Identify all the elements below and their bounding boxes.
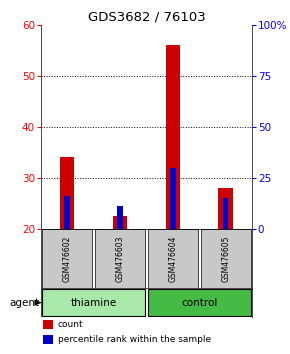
Bar (42, 229, 92, 288)
Bar (117, 206, 123, 229)
Bar (218, 188, 233, 229)
Bar (42, 289, 145, 316)
Bar (43, 335, 53, 344)
Bar (95, 229, 145, 288)
Text: GSM476603: GSM476603 (115, 235, 124, 281)
Bar (64, 196, 70, 229)
Text: GSM476605: GSM476605 (221, 235, 230, 281)
Bar (43, 320, 53, 329)
Bar (166, 45, 180, 229)
Bar (113, 216, 127, 229)
Bar (148, 289, 251, 316)
Text: count: count (57, 320, 83, 329)
Bar (170, 167, 175, 229)
Bar (201, 229, 251, 288)
Text: control: control (181, 298, 218, 308)
Bar (148, 229, 198, 288)
Title: GDS3682 / 76103: GDS3682 / 76103 (88, 11, 205, 24)
Text: agent: agent (9, 298, 39, 308)
Text: thiamine: thiamine (70, 298, 117, 308)
Text: GSM476602: GSM476602 (63, 235, 72, 281)
Bar (60, 158, 75, 229)
Bar (223, 198, 229, 229)
Text: percentile rank within the sample: percentile rank within the sample (57, 335, 211, 344)
Text: GSM476604: GSM476604 (168, 235, 177, 281)
